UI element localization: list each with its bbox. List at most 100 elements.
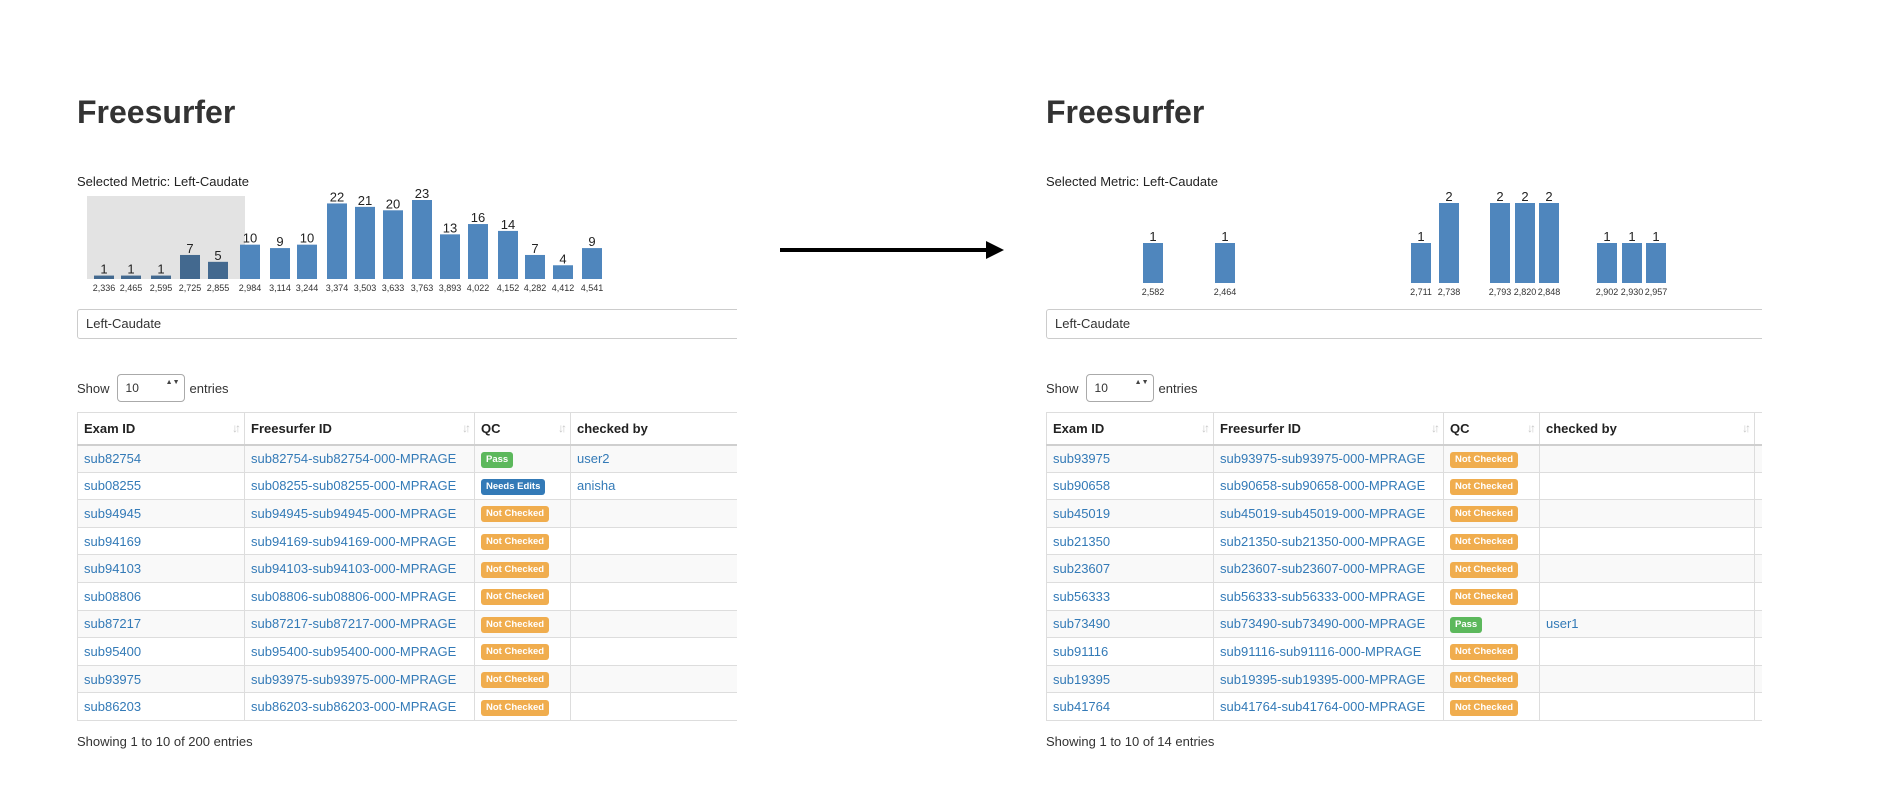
table-row: sub93975 sub93975-sub93975-000-MPRAGE Not … bbox=[77, 665, 737, 694]
histogram-bar[interactable] bbox=[1215, 243, 1235, 283]
histogram-bar[interactable] bbox=[297, 244, 317, 279]
exam-id-cell: sub94169 bbox=[77, 527, 245, 556]
exam-id-link[interactable]: sub94169 bbox=[84, 533, 142, 549]
freesurfer-id-link[interactable]: sub41764-sub41764-000-MPRAGE bbox=[1220, 699, 1426, 715]
metric-select[interactable]: Left-Caudate bbox=[77, 309, 737, 339]
column-header-checked-by[interactable]: checked by↓↑ bbox=[570, 412, 737, 446]
exam-id-link[interactable]: sub93975 bbox=[1053, 451, 1111, 467]
exam-id-link[interactable]: sub87217 bbox=[84, 616, 142, 632]
histogram-bar[interactable] bbox=[1622, 243, 1642, 283]
freesurfer-id-link[interactable]: sub19395-sub19395-000-MPRAGE bbox=[1220, 671, 1426, 687]
freesurfer-id-link[interactable]: sub73490-sub73490-000-MPRAGE bbox=[1220, 616, 1426, 632]
histogram-bar[interactable] bbox=[498, 230, 518, 279]
exam-id-link[interactable]: sub94945 bbox=[84, 505, 142, 521]
freesurfer-id-link[interactable]: sub90658-sub90658-000-MPRAGE bbox=[1220, 478, 1426, 494]
exam-id-link[interactable]: sub86203 bbox=[84, 699, 142, 715]
histogram-bar[interactable] bbox=[94, 275, 114, 279]
histogram-bar[interactable] bbox=[582, 248, 602, 279]
freesurfer-id-link[interactable]: sub45019-sub45019-000-MPRAGE bbox=[1220, 505, 1426, 521]
histogram-count-label: 10 bbox=[243, 231, 257, 246]
histogram-count-label: 7 bbox=[531, 241, 538, 256]
table-row: sub82754 sub82754-sub82754-000-MPRAGE Pass… bbox=[77, 444, 737, 473]
column-header-qc[interactable]: QC ↓↑ bbox=[1443, 412, 1540, 446]
histogram-bar[interactable] bbox=[327, 203, 347, 279]
freesurfer-id-link[interactable]: sub08255-sub08255-000-MPRAGE bbox=[251, 478, 457, 494]
histogram-bar[interactable] bbox=[1490, 203, 1510, 283]
checked-by-link[interactable]: user2 bbox=[577, 451, 610, 467]
exam-id-link[interactable]: sub93975 bbox=[84, 671, 142, 687]
histogram-bar[interactable] bbox=[1411, 243, 1431, 283]
column-header-checked-by[interactable]: checked by↓↑ bbox=[1539, 412, 1755, 446]
histogram-bar[interactable] bbox=[1597, 243, 1617, 283]
exam-id-link[interactable]: sub73490 bbox=[1053, 616, 1111, 632]
qc-cell: Not Checked bbox=[1443, 499, 1540, 528]
histogram-bar[interactable] bbox=[468, 224, 488, 279]
histogram-bar[interactable] bbox=[440, 234, 460, 279]
histogram-bar[interactable] bbox=[1439, 203, 1459, 283]
histogram-bar[interactable] bbox=[121, 275, 141, 279]
freesurfer-id-link[interactable]: sub94169-sub94169-000-MPRAGE bbox=[251, 533, 457, 549]
table-row: sub94169 sub94169-sub94169-000-MPRAGE Not … bbox=[77, 527, 737, 556]
exam-id-link[interactable]: sub08255 bbox=[84, 478, 142, 494]
freesurfer-id-link[interactable]: sub86203-sub86203-000-MPRAGE bbox=[251, 699, 457, 715]
column-header-exam-id[interactable]: Exam ID ↓↑ bbox=[1046, 412, 1214, 446]
freesurfer-id-link[interactable]: sub93975-sub93975-000-MPRAGE bbox=[251, 671, 457, 687]
histogram-bar[interactable] bbox=[1539, 203, 1559, 283]
column-header-freesurfer-id[interactable]: Freesurfer ID ↓↑ bbox=[244, 412, 475, 446]
column-header-qc[interactable]: QC ↓↑ bbox=[474, 412, 571, 446]
histogram-count-label: 16 bbox=[471, 210, 485, 225]
column-header-label: checked by bbox=[577, 420, 648, 436]
exam-id-link[interactable]: sub19395 bbox=[1053, 671, 1111, 687]
freesurfer-id-cell: sub21350-sub21350-000-MPRAGE bbox=[1213, 527, 1444, 556]
exam-id-link[interactable]: sub41764 bbox=[1053, 699, 1111, 715]
freesurfer-id-link[interactable]: sub23607-sub23607-000-MPRAGE bbox=[1220, 561, 1426, 577]
exam-id-link[interactable]: sub56333 bbox=[1053, 588, 1111, 604]
freesurfer-id-cell: sub08255-sub08255-000-MPRAGE bbox=[244, 472, 475, 501]
checked-by-cell bbox=[570, 665, 737, 694]
freesurfer-id-link[interactable]: sub95400-sub95400-000-MPRAGE bbox=[251, 643, 457, 659]
entries-per-page-select[interactable]: 10 ▲▼ bbox=[1085, 374, 1154, 402]
exam-id-link[interactable]: sub82754 bbox=[84, 451, 142, 467]
metric-histogram[interactable]: 1 2,582 1 2,464 1 2,711 2 2,738 2 2,793 2 2,820 2 2,8… bbox=[1046, 189, 1762, 308]
histogram-bar[interactable] bbox=[208, 261, 228, 279]
exam-id-link[interactable]: sub95400 bbox=[84, 643, 142, 659]
column-header-freesurfer-id[interactable]: Freesurfer ID ↓↑ bbox=[1213, 412, 1444, 446]
freesurfer-id-link[interactable]: sub91116-sub91116-000-MPRAGE bbox=[1220, 643, 1422, 659]
exam-id-link[interactable]: sub08806 bbox=[84, 588, 142, 604]
histogram-bar[interactable] bbox=[1143, 243, 1163, 283]
metric-select[interactable]: Left-Caudate bbox=[1046, 309, 1762, 339]
column-header-exam-id[interactable]: Exam ID ↓↑ bbox=[77, 412, 245, 446]
histogram-bar[interactable] bbox=[383, 210, 403, 279]
histogram-bar[interactable] bbox=[151, 275, 171, 279]
histogram-bar[interactable] bbox=[240, 244, 260, 279]
histogram-bar[interactable] bbox=[355, 206, 375, 279]
exam-id-link[interactable]: sub45019 bbox=[1053, 505, 1111, 521]
freesurfer-id-link[interactable]: sub94945-sub94945-000-MPRAGE bbox=[251, 505, 457, 521]
freesurfer-id-link[interactable]: sub82754-sub82754-000-MPRAGE bbox=[251, 451, 457, 467]
histogram-bar[interactable] bbox=[553, 265, 573, 279]
freesurfer-id-link[interactable]: sub56333-sub56333-000-MPRAGE bbox=[1220, 588, 1426, 604]
freesurfer-id-link[interactable]: sub87217-sub87217-000-MPRAGE bbox=[251, 616, 457, 632]
exam-id-link[interactable]: sub23607 bbox=[1053, 561, 1111, 577]
histogram-bar[interactable] bbox=[1515, 203, 1535, 283]
exam-id-link[interactable]: sub21350 bbox=[1053, 533, 1111, 549]
histogram-bar[interactable] bbox=[412, 200, 432, 279]
metric-histogram[interactable]: 1 2,336 1 2,465 1 2,595 7 2,725 5 2,855 10 2,984 9 3,… bbox=[77, 186, 717, 308]
histogram-bar[interactable] bbox=[270, 248, 290, 279]
qc-cell: Not Checked bbox=[1443, 527, 1540, 556]
histogram-bar[interactable] bbox=[180, 254, 200, 279]
freesurfer-id-link[interactable]: sub93975-sub93975-000-MPRAGE bbox=[1220, 451, 1426, 467]
exam-id-link[interactable]: sub91116 bbox=[1053, 643, 1109, 659]
column-header-truncated[interactable] bbox=[1754, 412, 1762, 446]
checked-by-link[interactable]: user1 bbox=[1546, 616, 1579, 632]
exam-id-link[interactable]: sub90658 bbox=[1053, 478, 1111, 494]
exam-id-link[interactable]: sub94103 bbox=[84, 561, 142, 577]
freesurfer-id-link[interactable]: sub21350-sub21350-000-MPRAGE bbox=[1220, 533, 1426, 549]
freesurfer-id-link[interactable]: sub94103-sub94103-000-MPRAGE bbox=[251, 561, 457, 577]
histogram-bar[interactable] bbox=[525, 254, 545, 279]
table-row: sub86203 sub86203-sub86203-000-MPRAGE Not … bbox=[77, 692, 737, 721]
entries-per-page-select[interactable]: 10 ▲▼ bbox=[116, 374, 185, 402]
histogram-bar[interactable] bbox=[1646, 243, 1666, 283]
freesurfer-id-link[interactable]: sub08806-sub08806-000-MPRAGE bbox=[251, 588, 457, 604]
checked-by-link[interactable]: anisha bbox=[577, 478, 616, 494]
